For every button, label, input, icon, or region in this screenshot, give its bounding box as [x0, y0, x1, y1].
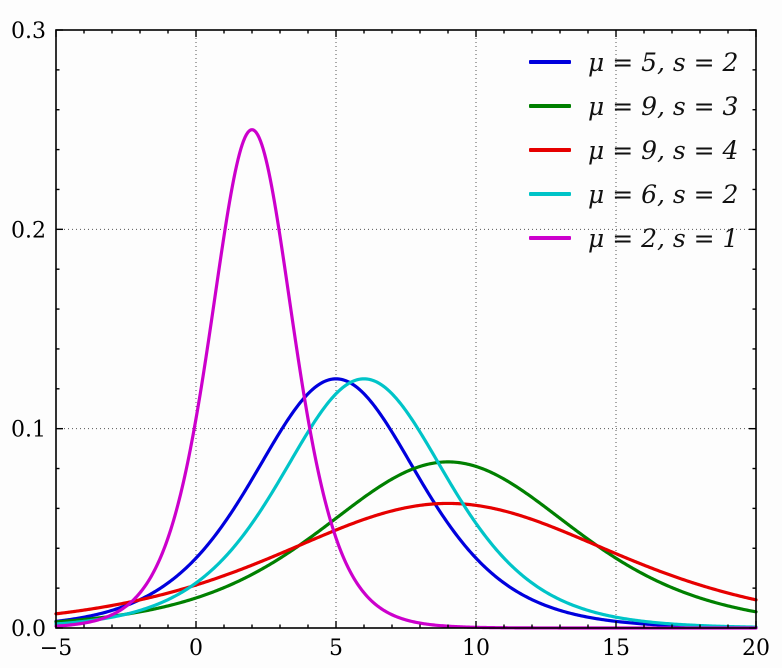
curve-mu9-s4: [54, 501, 758, 616]
legend-label: μ = 6, s = 2: [588, 179, 739, 209]
x-tick-label: 15: [602, 636, 630, 661]
x-tick-label: 20: [742, 636, 770, 661]
legend-line-swatch: [529, 148, 571, 152]
x-tick-label: 5: [329, 636, 343, 661]
y-tick-label: 0.0: [11, 617, 46, 642]
legend-entry: μ = 9, s = 3: [529, 84, 758, 128]
legend-line-swatch: [529, 236, 571, 240]
legend-entry: μ = 6, s = 2: [529, 172, 758, 216]
legend-label: μ = 2, s = 1: [588, 223, 739, 253]
legend-entry: μ = 5, s = 2: [529, 40, 758, 84]
legend-entry: μ = 9, s = 4: [529, 128, 758, 172]
y-tick-label: 0.1: [11, 418, 46, 443]
legend-label: μ = 9, s = 4: [588, 135, 739, 165]
legend-label: μ = 5, s = 2: [588, 47, 739, 77]
legend-line-swatch: [529, 192, 571, 196]
x-tick-label: −5: [40, 636, 72, 661]
legend: μ = 5, s = 2 μ = 9, s = 3 μ = 9, s = 4 μ = …: [529, 40, 758, 260]
curve-mu9-s3: [54, 460, 758, 624]
legend-label: μ = 9, s = 3: [588, 91, 739, 121]
y-tick-label: 0.2: [11, 218, 46, 243]
curve-mu6-s2: [54, 377, 758, 629]
legend-line-swatch: [529, 60, 571, 64]
legend-line-swatch: [529, 104, 571, 108]
curve-mu5-s2: [54, 377, 758, 630]
x-tick-label: 0: [189, 636, 203, 661]
x-tick-label: 10: [462, 636, 490, 661]
y-tick-label: 0.3: [11, 19, 46, 44]
axes-frame: [55, 29, 757, 629]
legend-entry: μ = 2, s = 1: [529, 216, 758, 260]
